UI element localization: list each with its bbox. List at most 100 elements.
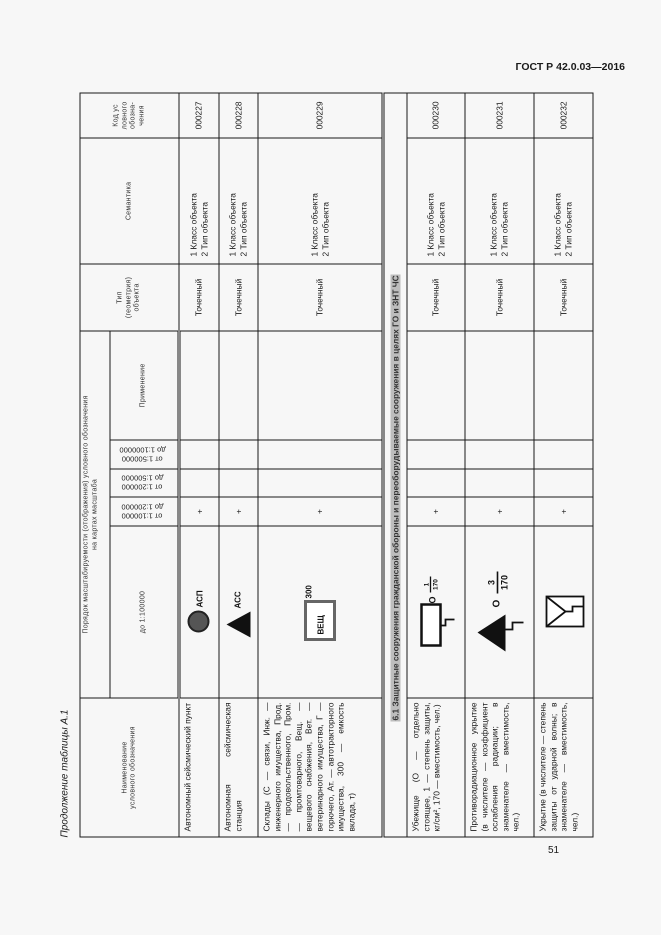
warehouse-box-icon — [303, 599, 336, 641]
row-name: Автономный сейсмический пункт — [178, 697, 219, 837]
scale1-mark: + — [533, 496, 593, 526]
note-cell — [218, 330, 258, 440]
scale3-cell — [464, 439, 534, 469]
black-triangle-icon — [225, 611, 250, 637]
section-heading: 6.1 Защитные сооружения гражданской обор… — [382, 92, 407, 837]
type-cell: Точечный — [406, 263, 465, 331]
section-row: 6.1 Защитные сооружения гражданской обор… — [382, 92, 407, 837]
table-row: Автономная сейсмическая станция АСС + То… — [218, 92, 258, 837]
table-row: Склады (С — связи, Инж. — инженерного им… — [257, 92, 383, 837]
table-row: Автономный сейсмический пункт АСП + Точе… — [178, 92, 219, 837]
table-row: Убежище (О — отдельно стоящее, 1 — степе… — [406, 92, 465, 837]
semantics-cell: 1 Класс объекта 2 Тип объекта — [533, 137, 593, 264]
scale3-cell — [533, 439, 593, 469]
semantics-cell: 1 Класс объекта 2 Тип объекта — [257, 137, 383, 264]
header-code: Код ус ловного обозна-чения — [79, 92, 179, 138]
warehouse-symbol: ВЕЩ 300 — [303, 584, 336, 641]
note-cell — [533, 330, 593, 440]
type-cell: Точечный — [464, 263, 534, 331]
rotated-table-container: Продолжение таблицы А.1 Наименование усл… — [59, 92, 593, 837]
scale3-cell — [178, 439, 219, 469]
header-scale-group: Порядок масштабируемости (отображения) у… — [79, 330, 110, 698]
table-row: Противорадиационное укрытие (в числителе… — [464, 92, 534, 837]
header-scale-1000000: от 1:500000 до 1:1000000 — [109, 439, 179, 469]
step-icon — [439, 618, 454, 626]
header-scale-500000: от 1:200000 до 1:500000 — [109, 468, 179, 497]
black-triangle-icon — [476, 614, 505, 651]
scale1-mark: + — [406, 496, 465, 526]
scale2-cell — [464, 468, 534, 497]
standard-number: ГОСТ Р 42.0.03—2016 — [515, 61, 625, 73]
type-cell: Точечный — [218, 263, 258, 331]
step-icon — [564, 605, 583, 612]
type-cell: Точечный — [533, 263, 593, 331]
scale3-cell — [406, 439, 465, 469]
shelter-symbol: О 1 170 — [419, 576, 454, 647]
scale2-cell — [257, 468, 383, 497]
scale1-mark: + — [178, 496, 219, 526]
table-caption: Продолжение таблицы А.1 — [59, 709, 70, 837]
note-cell — [464, 330, 534, 440]
scale3-cell — [257, 439, 383, 469]
header-type: Тип (геометрия) объекта — [79, 263, 179, 331]
header-scale-100000: до 1:100000 — [109, 525, 179, 698]
type-cell: Точечный — [178, 263, 219, 331]
note-cell — [406, 330, 465, 440]
code-cell: 000227 — [178, 92, 219, 138]
symbol-cell: АСП — [178, 525, 219, 698]
code-cell: 000232 — [533, 92, 593, 138]
scale2-cell — [406, 468, 465, 497]
row-name: Склады (С — связи, Инж. — инженерного им… — [257, 697, 383, 837]
radiation-shelter-symbol: О 3 170 — [476, 571, 523, 651]
symbol-cell: АСС — [218, 525, 258, 698]
scale2-cell — [178, 468, 219, 497]
fraction-denominator: 170 — [432, 578, 439, 589]
scale1-mark: + — [464, 496, 534, 526]
fraction-numerator: 3 — [486, 579, 496, 584]
semantics-cell: 1 Класс объекта 2 Тип объекта — [464, 137, 534, 264]
row-name: Противорадиационное укрытие (в числителе… — [464, 697, 534, 837]
header-name: Наименование условного обозначения — [79, 697, 179, 837]
scale1-mark: + — [218, 496, 258, 526]
header-scale-200000: от 1:100000 до 1:200000 — [109, 496, 179, 526]
symbol-letter: О — [427, 596, 437, 603]
shelter-rectangle-icon — [419, 602, 441, 647]
symbol-cell: О 3 170 — [464, 525, 534, 698]
code-cell: 000229 — [257, 92, 383, 138]
seismic-point-symbol: АСП — [187, 590, 209, 632]
symbol-label: АСП — [195, 590, 204, 607]
page-number: 51 — [548, 845, 560, 856]
symbol-label: ВЕЩ — [316, 614, 325, 634]
seismic-station-symbol: АСС — [225, 591, 250, 637]
table-row: Укрытие (в числителе — степень защиты от… — [533, 92, 593, 837]
note-cell — [178, 330, 219, 440]
header-note: Применение — [109, 330, 179, 440]
grey-circle-icon — [187, 610, 209, 632]
symbol-value: 300 — [304, 584, 313, 598]
row-name: Убежище (О — отдельно стоящее, 1 — степе… — [406, 697, 465, 837]
symbol-cell: О 1 170 — [406, 525, 465, 698]
code-cell: 000231 — [464, 92, 534, 138]
semantics-cell: 1 Класс объекта 2 Тип объекта — [406, 137, 465, 264]
code-cell: 000230 — [406, 92, 465, 138]
scale1-mark: + — [257, 496, 383, 526]
row-name: Автономная сейсмическая станция — [218, 697, 258, 837]
step-icon — [503, 621, 523, 630]
cover-symbol — [544, 595, 584, 627]
y-lines-icon — [544, 595, 566, 627]
row-name: Укрытие (в числителе — степень защиты от… — [533, 697, 593, 837]
symbol-cell — [533, 525, 593, 698]
note-cell — [257, 330, 383, 440]
code-cell: 000228 — [218, 92, 258, 138]
scale3-cell — [218, 439, 258, 469]
scale2-cell — [533, 468, 593, 497]
symbol-label: АСС — [233, 591, 242, 608]
fraction-numerator: 1 — [423, 582, 430, 586]
fraction-denominator: 170 — [499, 574, 509, 589]
semantics-cell: 1 Класс объекта 2 Тип объекта — [178, 137, 219, 264]
semantics-cell: 1 Класс объекта 2 Тип объекта — [218, 137, 258, 264]
symbol-cell: ВЕЩ 300 — [257, 525, 383, 698]
type-cell: Точечный — [257, 263, 383, 331]
scale2-cell — [218, 468, 258, 497]
header-semantics: Семантика — [79, 137, 179, 264]
